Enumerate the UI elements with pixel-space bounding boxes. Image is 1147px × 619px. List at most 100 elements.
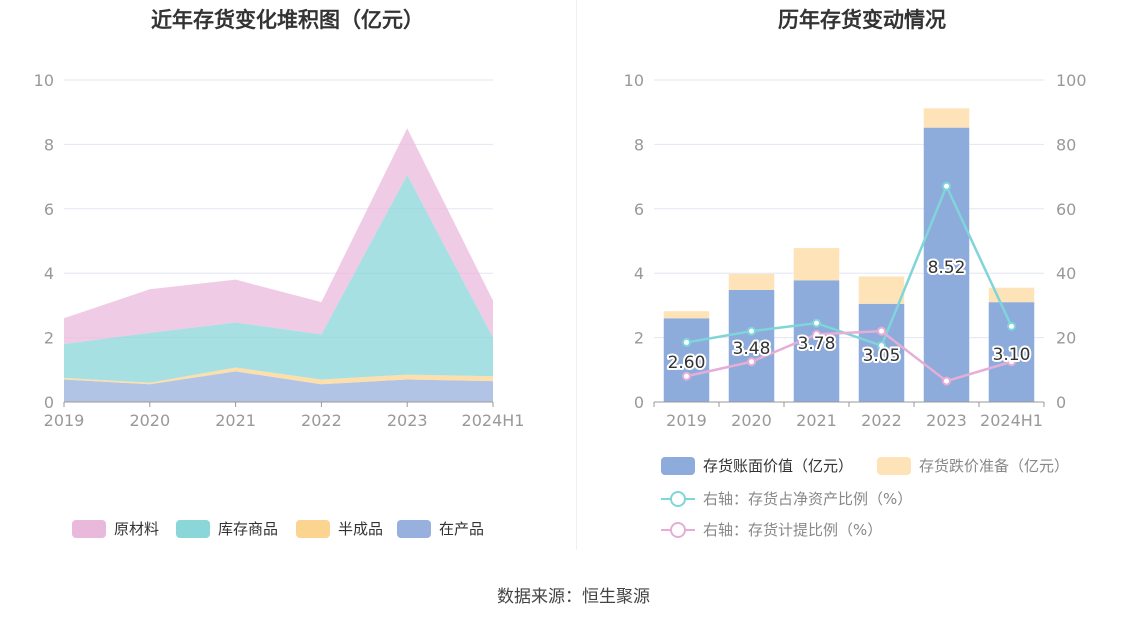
right-legend: 存货账面价值（亿元） 存货跌价准备（亿元） 右轴：存货占净资产比例（%） 右轴：…: [577, 455, 1147, 545]
legend-label-book-value: 存货账面价值（亿元）: [703, 457, 854, 475]
legend-label-accrual: 右轴：存货计提比例（%）: [703, 521, 883, 539]
line-ratio-point: [682, 337, 691, 347]
line-ratio-point: [812, 318, 821, 328]
bar-label-halo: 3.05: [863, 346, 901, 366]
legend-swatch-reserve: [877, 456, 911, 475]
legend-swatch-book-value: [661, 456, 695, 475]
area-raw-material: [64, 128, 493, 345]
legend-swatch-accrual: [661, 521, 695, 539]
legend-item-reserve[interactable]: 存货跌价准备（亿元）: [877, 455, 1069, 476]
y2-tick-label: 60: [1056, 200, 1076, 219]
legend-label-semi-finished: 半成品: [338, 520, 384, 538]
y-tick-label: 0: [44, 393, 54, 412]
x-tick-label: 2024H1: [980, 411, 1043, 430]
bar-book-value: [923, 127, 970, 402]
legend-swatch-finished-goods: [176, 519, 210, 538]
x-tick-label: 2024H1: [462, 411, 525, 430]
left-legend: 原材料 库存商品 半成品 在产品: [0, 518, 575, 542]
line-accrual: [686, 329, 1012, 383]
y-tick-label: 2: [44, 329, 54, 348]
legend-item-ratio[interactable]: 右轴：存货占净资产比例（%）: [661, 488, 912, 509]
bar-book-value: [988, 302, 1035, 402]
line-accrual-point: [812, 329, 821, 339]
line-accrual-point: [877, 326, 886, 336]
bar-book-value: [858, 303, 905, 402]
legend-swatch-ratio: [661, 490, 695, 508]
x-tick-label: 2019: [44, 411, 85, 430]
legend-item-finished-goods[interactable]: 库存商品: [176, 518, 278, 539]
line-accrual-point: [1007, 357, 1016, 367]
bar-value-label: 3.78: [798, 334, 836, 354]
legend-swatch-wip: [397, 519, 431, 538]
line-ratio-point: [877, 341, 886, 351]
y2-tick-label: 100: [1056, 71, 1087, 90]
area-finished-goods: [64, 174, 493, 383]
legend-label-raw-material: 原材料: [114, 520, 160, 538]
legend-item-semi-finished[interactable]: 半成品: [296, 518, 383, 539]
y-tick-label: 2: [634, 329, 644, 348]
bar-book-value: [728, 289, 775, 402]
x-tick-label: 2023: [387, 411, 428, 430]
line-accrual-point: [747, 357, 756, 367]
right-chart-panel: 历年存货变动情况 0 2 4 6 8 10 0 20 40 60 80 100 2.60 2.60 3.48…: [577, 0, 1147, 550]
line-accrual-point: [682, 371, 691, 381]
bar-label-halo: 3.48: [733, 339, 771, 359]
bar-reserve: [663, 311, 710, 319]
legend-swatch-semi-finished: [296, 519, 330, 538]
y2-tick-label: 20: [1056, 329, 1076, 348]
bar-reserve: [858, 276, 905, 304]
y2-tick-label: 40: [1056, 264, 1076, 283]
y2-tick-label: 80: [1056, 135, 1076, 154]
legend-label-reserve: 存货跌价准备（亿元）: [919, 457, 1070, 475]
bar-reserve: [923, 108, 970, 128]
y-tick-label: 4: [634, 264, 644, 283]
line-accrual-point: [942, 376, 951, 386]
left-chart-panel: 近年存货变化堆积图（亿元） 0 2 4 6 8 10 2019 2020 2021 2022 202…: [0, 0, 575, 550]
legend-swatch-raw-material: [72, 519, 106, 538]
bar-value-label: 2.60: [668, 353, 706, 373]
legend-label-ratio: 右轴：存货占净资产比例（%）: [703, 490, 913, 508]
y-tick-label: 10: [624, 71, 644, 90]
data-source: 数据来源：恒生聚源: [497, 587, 650, 607]
line-ratio-point: [942, 181, 951, 191]
legend-item-raw-material[interactable]: 原材料: [72, 518, 159, 539]
area-semi-finished: [64, 367, 493, 385]
line-ratio: [686, 183, 1013, 348]
bar-label-halo: 2.60: [668, 353, 706, 373]
y-tick-label: 8: [634, 135, 644, 154]
legend-item-book-value[interactable]: 存货账面价值（亿元）: [661, 455, 853, 476]
bar-value-label: 3.05: [863, 346, 901, 366]
bar-label-halo: 3.78: [798, 334, 836, 354]
y2-tick-label: 0: [1056, 393, 1066, 412]
bar-reserve: [728, 273, 775, 290]
x-tick-label: 2022: [301, 411, 342, 430]
legend-item-wip[interactable]: 在产品: [397, 518, 484, 539]
line-ratio-point: [1007, 321, 1016, 331]
bar-value-label: 3.48: [733, 339, 771, 359]
y-tick-label: 4: [44, 264, 54, 283]
left-stacked-area-chart: 0 2 4 6 8 10 2019 2020 2021 2022 2023 2024H1: [34, 71, 525, 430]
x-tick-label: 2019: [666, 411, 707, 430]
right-chart-title: 历年存货变动情况: [778, 8, 946, 32]
bar-value-label: 3.10: [993, 345, 1031, 365]
y-tick-label: 8: [44, 135, 54, 154]
bar-label-halo: 8.52: [928, 258, 966, 278]
bar-label-halo: 3.10: [993, 345, 1031, 365]
x-tick-label: 2023: [926, 411, 967, 430]
panel-divider: [576, 0, 577, 550]
left-chart-title: 近年存货变化堆积图（亿元）: [151, 8, 424, 32]
area-wip: [64, 371, 493, 402]
bar-reserve: [988, 287, 1035, 303]
bar-reserve: [793, 248, 840, 281]
line-ratio-point: [747, 326, 756, 336]
legend-label-finished-goods: 库存商品: [218, 520, 279, 538]
x-tick-label: 2021: [796, 411, 837, 430]
y-tick-label: 10: [34, 71, 54, 90]
y-tick-label: 6: [634, 200, 644, 219]
legend-item-accrual[interactable]: 右轴：存货计提比例（%）: [661, 519, 882, 540]
x-tick-label: 2021: [215, 411, 256, 430]
bar-value-label: 8.52: [928, 258, 966, 278]
y-tick-label: 6: [44, 200, 54, 219]
x-tick-label: 2020: [731, 411, 772, 430]
